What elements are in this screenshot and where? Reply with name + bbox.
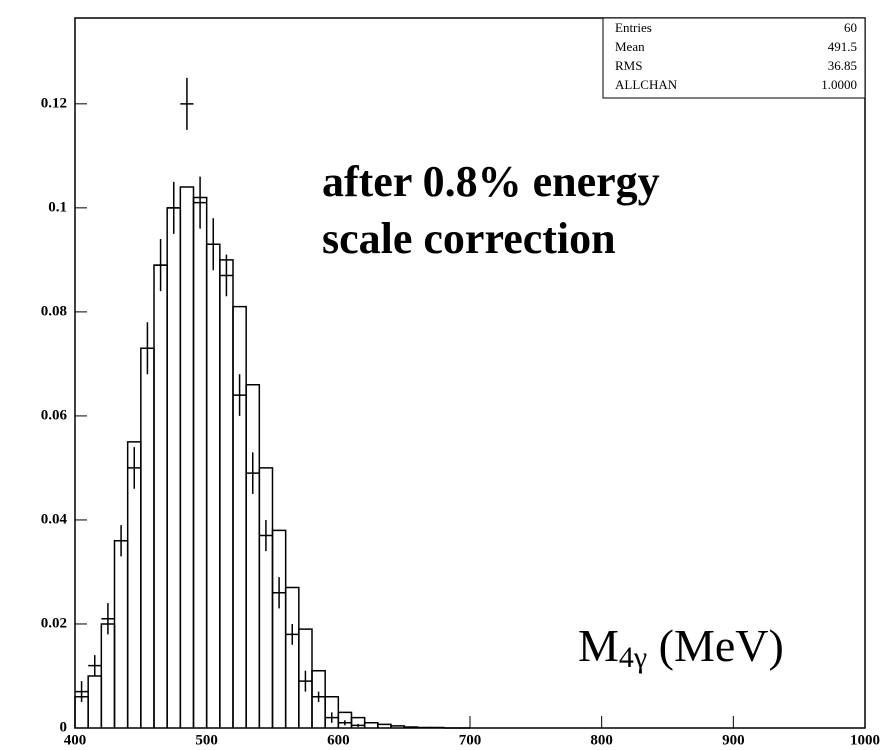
histogram-step [113, 539, 129, 728]
x-label-main: M [578, 620, 619, 671]
data-point [298, 670, 312, 692]
stat-name: RMS [615, 58, 642, 73]
data-point [127, 447, 141, 489]
stat-value: 60 [844, 20, 857, 35]
data-point [312, 691, 326, 702]
x-tick-label: 400 [64, 732, 87, 748]
data-point [167, 181, 181, 234]
histogram-step [140, 347, 155, 728]
histogram-step [87, 675, 103, 728]
histogram-step [192, 196, 208, 728]
data-point [206, 218, 220, 271]
histogram-step [271, 529, 287, 728]
histogram-step [179, 186, 195, 728]
histogram-step [166, 207, 182, 728]
data-point [259, 519, 273, 552]
stat-value: 36.85 [828, 58, 857, 73]
x-tick-label: 800 [590, 732, 613, 748]
histogram-step [284, 586, 300, 728]
x-tick-label: 1000 [850, 732, 880, 748]
histogram-step [363, 722, 379, 728]
data-point [272, 577, 286, 609]
x-tick-label: 700 [459, 732, 482, 748]
data-point [351, 723, 365, 727]
y-tick-label: 0.06 [41, 407, 68, 423]
annotation: after 0.8% energy [322, 157, 660, 206]
data-point [233, 374, 247, 416]
data-point [180, 77, 194, 130]
data-point [193, 176, 207, 229]
stat-name: Mean [615, 39, 645, 54]
data-point [338, 720, 352, 726]
y-tick-label: 0.1 [48, 199, 67, 215]
x-tick-label: 500 [195, 732, 218, 748]
y-tick-label: 0.08 [41, 303, 67, 319]
x-axis-label: M4γ (MeV) [578, 620, 784, 674]
histogram-step [429, 726, 445, 729]
y-tick-label: 0.02 [41, 615, 67, 631]
histogram-step [416, 726, 432, 729]
stats-box [602, 17, 866, 99]
histogram-step [153, 264, 168, 728]
y-tick-label: 0 [60, 719, 68, 735]
histogram-step [100, 623, 116, 728]
stat-value: 1.0000 [821, 77, 857, 92]
histogram-step [232, 305, 247, 728]
data-point [154, 239, 168, 292]
data-point [88, 655, 102, 676]
data-point [219, 254, 233, 297]
x-tick-label: 900 [722, 732, 745, 748]
y-tick-label: 0.12 [41, 95, 67, 111]
stat-value: 491.5 [828, 39, 857, 54]
histogram-step [219, 259, 234, 728]
y-tick-label: 0.04 [41, 511, 68, 527]
x-label-sub: 4γ [619, 641, 647, 674]
data-point [114, 525, 128, 557]
x-tick-label: 600 [327, 732, 350, 748]
data-point [101, 603, 115, 635]
histogram-step [205, 243, 221, 728]
stat-name: ALLCHAN [615, 77, 678, 92]
x-label-unit: (MeV) [647, 620, 784, 671]
annotation: scale correction [322, 214, 616, 263]
data-point [246, 452, 260, 494]
data-point [285, 623, 299, 645]
histogram-step [245, 383, 261, 728]
histogram-step [258, 467, 274, 728]
data-point [325, 712, 339, 723]
data-point [140, 322, 154, 375]
data-point [75, 681, 89, 702]
stat-name: Entries [615, 20, 652, 35]
